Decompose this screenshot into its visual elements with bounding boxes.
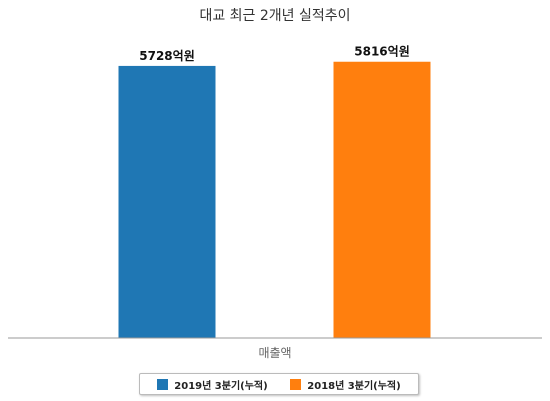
data-label-2019: 5728억원: [139, 49, 194, 63]
legend-label-2018: 2018년 3분기(누적): [307, 380, 401, 392]
legend-swatch-2018: [290, 378, 302, 390]
x-category-label: 매출액: [258, 346, 291, 360]
legend-swatch-2019: [157, 378, 169, 390]
legend-item-2018[interactable]: 2018년 3분기(누적): [290, 377, 401, 392]
legend: 2019년 3분기(누적) 2018년 3분기(누적): [139, 373, 419, 395]
data-label-2018: 5816억원: [354, 45, 409, 59]
plot-area: 5728억원 5816억원: [118, 45, 431, 339]
bar-2019[interactable]: [118, 65, 216, 339]
bar-2018[interactable]: [333, 61, 431, 339]
legend-label-2019: 2019년 3분기(누적): [174, 380, 268, 392]
legend-item-2019[interactable]: 2019년 3분기(누적): [157, 377, 268, 392]
chart-title: 대교 최근 2개년 실적추이: [199, 8, 350, 24]
